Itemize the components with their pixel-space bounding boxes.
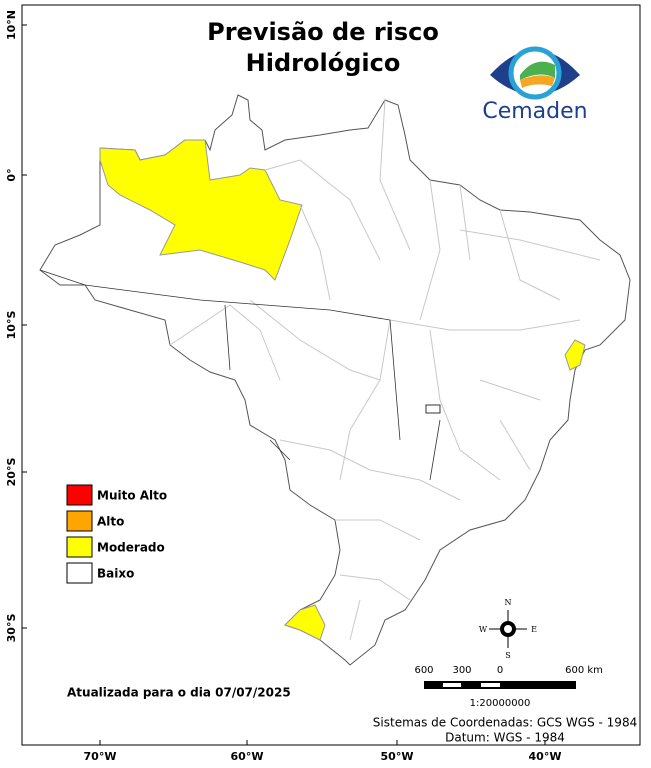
legend-label: Muito Alto bbox=[97, 489, 167, 503]
moderate-south bbox=[284, 604, 326, 641]
lon-label: 60°W bbox=[231, 750, 264, 763]
scale-ratio: 1:20000000 bbox=[470, 698, 531, 709]
compass-w: W bbox=[479, 625, 488, 634]
legend-swatch bbox=[66, 510, 93, 532]
coord-system: Sistemas de Coordenadas: GCS WGS - 1984 bbox=[373, 716, 637, 730]
state-borders bbox=[39, 269, 441, 481]
lon-label: 50°W bbox=[381, 750, 414, 763]
compass: N S E W bbox=[479, 598, 537, 660]
scale-label: 600 bbox=[414, 665, 433, 676]
lon-label: 40°W bbox=[529, 750, 562, 763]
lon-label: 70°W bbox=[84, 750, 117, 763]
compass-s: S bbox=[505, 651, 510, 660]
scale-label: 0 bbox=[497, 665, 503, 676]
legend-label: Moderado bbox=[97, 541, 165, 555]
legend-swatch bbox=[66, 484, 93, 506]
lat-label: 0° bbox=[5, 168, 18, 181]
compass-e: E bbox=[531, 625, 537, 634]
lat-label: 30°S bbox=[5, 614, 18, 643]
scale-bar: 600 300 0 600 km 1:20000000 bbox=[414, 665, 602, 709]
title-line: Previsão de risco bbox=[207, 18, 439, 46]
update-note: Atualizada para o dia 07/07/2025 bbox=[67, 686, 291, 700]
lat-label: 10°S bbox=[5, 311, 18, 340]
moderate-coast bbox=[564, 339, 586, 371]
scale-label: 300 bbox=[452, 665, 471, 676]
logo: Cemaden bbox=[482, 46, 588, 124]
brazil-map bbox=[39, 94, 631, 666]
legend-swatch bbox=[66, 536, 93, 558]
compass-n: N bbox=[505, 598, 512, 607]
legend-label: Alto bbox=[97, 515, 124, 529]
legend: Muito Alto Alto Moderado Baixo bbox=[66, 484, 167, 584]
scale-label: 600 km bbox=[565, 665, 603, 676]
lat-label: 10°N bbox=[5, 10, 18, 40]
lat-label: 20°S bbox=[5, 458, 18, 487]
moderate-amazon bbox=[99, 139, 303, 281]
datum: Datum: WGS - 1984 bbox=[445, 731, 565, 745]
title-line: Hidrológico bbox=[246, 49, 401, 77]
legend-swatch bbox=[66, 562, 93, 584]
logo-text: Cemaden bbox=[482, 99, 587, 124]
legend-label: Baixo bbox=[97, 567, 134, 581]
federal-district bbox=[425, 404, 441, 414]
axes: 10°N 0° 10°S 20°S 30°S 70°W 60°W 50°W 40°W bbox=[5, 10, 561, 763]
basin-lines bbox=[169, 99, 601, 641]
